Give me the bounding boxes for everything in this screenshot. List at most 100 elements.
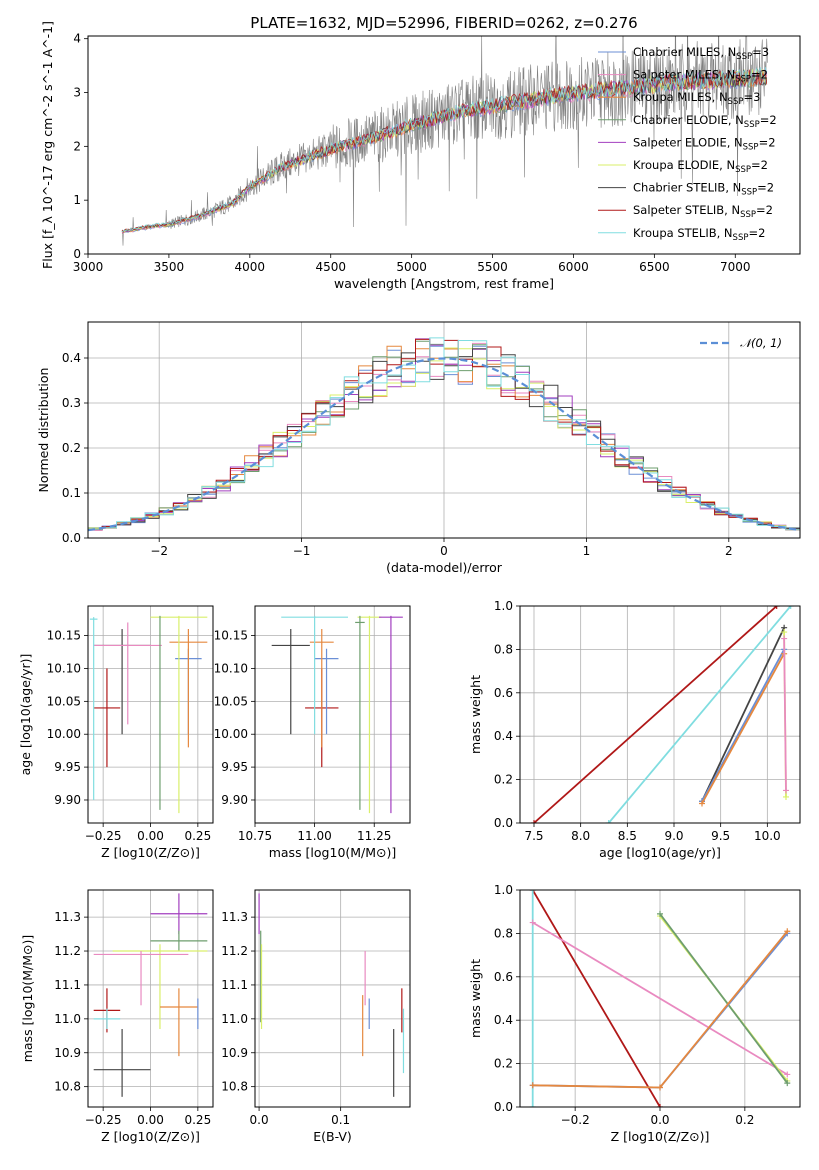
legend-suffix: =3 <box>743 90 760 104</box>
y-axis-label: Flux [f_λ 10^-17 erg cm^-2 s^-1 A^-1] <box>40 21 55 269</box>
x-tick-label: −0.25 <box>85 829 122 843</box>
x-tick-label: 0.2 <box>735 1113 754 1127</box>
legend-label: Salpeter STELIB, NSSP=2 <box>633 203 773 220</box>
x-tick-label: 0 <box>440 544 448 558</box>
histogram-kroupa_stelib <box>88 337 800 531</box>
x-tick-label: 2 <box>725 544 733 558</box>
histogram-chabrier_stelib <box>88 348 800 530</box>
x-tick-label: 0.1 <box>331 1113 350 1127</box>
y-tick-label: 10.8 <box>221 1080 248 1094</box>
y-tick-label: 10.00 <box>214 727 248 741</box>
x-tick-label: 0.25 <box>184 1113 211 1127</box>
errorbar-salpeter_miles <box>93 622 162 725</box>
axes-frame <box>519 605 801 824</box>
x-tick-label: 9.0 <box>664 829 683 843</box>
weight-marker <box>657 1084 663 1091</box>
weight-line-salpeter_stelib <box>531 890 661 1107</box>
x-tick-label: −0.25 <box>85 1113 122 1127</box>
x-axis-label: mass [log10(M/M⊙)] <box>269 845 397 860</box>
x-tick-label: 8.5 <box>618 829 637 843</box>
y-tick-label: 0.4 <box>494 1013 513 1027</box>
y-tick-label: 10.9 <box>221 1046 248 1060</box>
y-tick-label: 10.10 <box>47 661 81 675</box>
y-tick-label: 10.05 <box>214 694 248 708</box>
weight-line-chabrier_miles <box>701 648 785 802</box>
weight-marker <box>787 606 794 609</box>
weight-marker <box>531 820 537 823</box>
legend-subscript: SSP <box>740 210 756 220</box>
axes-frame <box>254 605 411 824</box>
spectrum-plot-area <box>121 36 768 246</box>
weight-line-salpeter_miles <box>532 921 788 1076</box>
y-tick-label: 0 <box>73 247 81 261</box>
y-tick-label: 1.0 <box>494 599 513 613</box>
errorbar-kroupa_elodie <box>112 944 208 1030</box>
x-tick-label: −1 <box>293 544 311 558</box>
weight-marker <box>657 910 663 917</box>
residuals-panel: −2 −1 0 1 2 0.0 0.1 0.2 0.3 0.4 (data-model)/error… <box>36 321 801 575</box>
model-spectrum-kroupa_stelib <box>121 67 768 232</box>
axes-frame <box>87 605 214 824</box>
weight-line-salpeter_miles <box>783 638 787 791</box>
x-tick-label: 5500 <box>477 260 508 274</box>
x-tick-label: 3000 <box>73 260 104 274</box>
y-tick-label: 0.0 <box>62 531 81 545</box>
normal-density-curve <box>88 357 800 532</box>
errorbar-kroupa_miles <box>159 988 198 1057</box>
x-tick-label: 0.00 <box>137 829 164 843</box>
y-tick-label: 9.90 <box>221 793 248 807</box>
weight-line-chabrier_stelib <box>701 627 785 802</box>
y-axis-label: mass weight <box>468 675 483 754</box>
x-tick-label: 0.00 <box>137 1113 164 1127</box>
errorbar-kroupa_stelib <box>281 615 348 735</box>
weight-marker <box>783 787 789 794</box>
errorbar-chabrier_stelib <box>271 629 310 735</box>
mass_vs_ebv-plot-area <box>258 893 405 1097</box>
legend-label: Salpeter ELODIE, NSSP=2 <box>633 135 776 152</box>
weight-marker <box>529 1104 536 1107</box>
y-tick-label: 11.3 <box>221 910 248 924</box>
x-axis-label: wavelength [Angstrom, rest frame] <box>334 276 554 291</box>
weight-line-kroupa_miles <box>701 653 785 804</box>
residual-legend: 𝒩(0, 1) <box>700 336 782 350</box>
y-tick-label: 1.0 <box>494 883 513 897</box>
x-tick-label: 7000 <box>720 260 751 274</box>
y-tick-label: 10.10 <box>214 661 248 675</box>
y-tick-label: 0.8 <box>494 926 513 940</box>
legend-subscript: SSP <box>741 188 757 198</box>
y-tick-label: 0.4 <box>62 351 81 365</box>
y-tick-label: 11.1 <box>221 978 248 992</box>
axes-frame <box>87 35 801 255</box>
legend-label: Salpeter MILES, NSSP=2 <box>633 68 768 85</box>
y-tick-label: 0.0 <box>494 1100 513 1114</box>
y-tick-label: 0.2 <box>62 441 81 455</box>
legend-suffix: =2 <box>751 68 768 82</box>
x-tick-label: 3500 <box>154 260 185 274</box>
errorbar-kroupa_elodie <box>357 615 382 814</box>
weight_vs_Z-plot-area <box>529 890 791 1107</box>
legend-subscript: SSP <box>736 52 752 62</box>
x-tick-label: 11.00 <box>297 829 331 843</box>
axes-frame <box>519 889 801 1108</box>
chart-title: PLATE=1632, MJD=52996, FIBERID=0262, z=0… <box>250 14 637 32</box>
x-tick-label: 8.0 <box>571 829 590 843</box>
weight-marker <box>529 919 536 926</box>
x-tick-label: 4500 <box>315 260 346 274</box>
age_vs_Z-panel: −0.25 0.00 0.25 9.90 9.95 10.00 10.05 10.10 10.1… <box>18 605 214 860</box>
x-tick-label: 4000 <box>235 260 266 274</box>
x-tick-label: 0.0 <box>650 1113 669 1127</box>
spectrum-legend: Chabrier MILES, NSSP=3 Salpeter MILES, NS… <box>598 45 777 243</box>
errorbar-salpeter_elodie <box>150 893 208 935</box>
x-tick-label: −2 <box>150 544 168 558</box>
weight-marker <box>699 800 705 807</box>
weight-marker <box>657 1104 663 1107</box>
weight-marker <box>605 820 612 823</box>
x-axis-label: E(B-V) <box>313 1129 352 1144</box>
weight-marker <box>781 629 788 636</box>
x-axis-label: age [log10(age/yr)] <box>599 845 721 860</box>
age_vs_Z-plot-area <box>89 615 208 814</box>
y-tick-label: 4 <box>73 32 81 46</box>
x-tick-label: 0.0 <box>250 1113 269 1127</box>
legend-suffix: =2 <box>756 203 773 217</box>
mass_vs_ebv-panel: 0.0 0.1 10.8 10.9 11.0 11.1 11.2 11.3 E(B-V) <box>221 889 411 1144</box>
